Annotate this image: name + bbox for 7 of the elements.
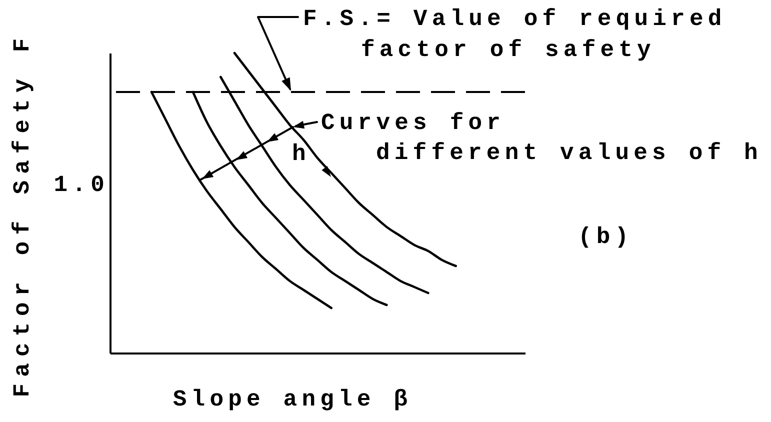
text: 1.0 (54, 172, 109, 198)
annotation: h (292, 141, 310, 167)
y-axis-title: Factor of Safety F (10, 32, 36, 398)
x-axis-title: Slope angle β (172, 386, 412, 412)
ref-line-label: F.S.= Value of required factor of safety (303, 6, 726, 63)
annotation: Curves for different values of h (321, 110, 762, 166)
text: (b) (578, 224, 634, 250)
